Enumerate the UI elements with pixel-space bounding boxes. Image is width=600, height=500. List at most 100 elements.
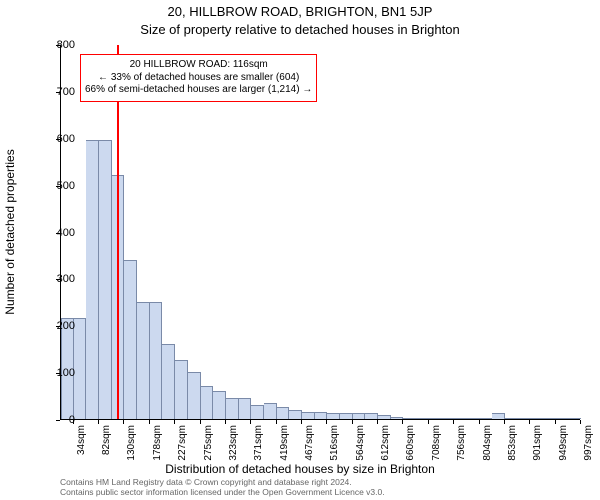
y-tick-mark (56, 420, 60, 421)
x-tick-label: 756sqm (456, 425, 467, 461)
y-tick-label: 600 (35, 133, 75, 145)
histogram-bar (492, 413, 505, 419)
histogram-bar (365, 413, 378, 419)
x-tick-mark (98, 420, 99, 424)
copyright-notice: Contains HM Land Registry data © Crown c… (60, 478, 385, 498)
y-tick-mark (56, 373, 60, 374)
histogram-bar (353, 413, 366, 419)
x-tick-label: 419sqm (279, 425, 290, 461)
x-tick-label: 34sqm (76, 425, 87, 455)
infobox-line1: 20 HILLBROW ROAD: 116sqm (85, 59, 312, 72)
x-tick-label: 130sqm (126, 425, 137, 461)
y-tick-label: 500 (35, 180, 75, 192)
x-tick-label: 612sqm (380, 425, 391, 461)
x-tick-label: 997sqm (583, 425, 594, 461)
x-tick-label: 178sqm (152, 425, 163, 461)
y-tick-label: 800 (35, 39, 75, 51)
histogram-bar (454, 418, 467, 419)
x-tick-mark (149, 420, 150, 424)
histogram-bar (264, 403, 277, 419)
x-tick-mark (529, 420, 530, 424)
x-tick-mark (453, 420, 454, 424)
y-tick-label: 300 (35, 273, 75, 285)
x-tick-mark (123, 420, 124, 424)
infobox-line3: 66% of semi-detached houses are larger (… (85, 84, 312, 97)
y-tick-mark (56, 45, 60, 46)
histogram-bar (327, 413, 340, 419)
x-tick-mark (200, 420, 201, 424)
x-tick-label: 949sqm (558, 425, 569, 461)
x-tick-mark (73, 420, 74, 424)
page-subtitle: Size of property relative to detached ho… (0, 22, 600, 37)
infobox-line2: ← 33% of detached houses are smaller (60… (85, 72, 312, 85)
x-tick-mark (555, 420, 556, 424)
histogram-bar (99, 140, 112, 419)
x-tick-label: 901sqm (532, 425, 543, 461)
x-tick-label: 660sqm (405, 425, 416, 461)
y-tick-mark (56, 279, 60, 280)
histogram-bar (239, 398, 252, 419)
histogram-bar (162, 344, 175, 419)
y-tick-mark (56, 186, 60, 187)
y-tick-label: 400 (35, 227, 75, 239)
histogram-bar (226, 398, 239, 419)
x-tick-label: 516sqm (329, 425, 340, 461)
histogram-bar (429, 418, 442, 419)
x-tick-label: 853sqm (507, 425, 518, 461)
histogram-bar (505, 418, 518, 419)
x-tick-mark (225, 420, 226, 424)
histogram-bar (378, 415, 391, 419)
y-tick-mark (56, 139, 60, 140)
x-tick-mark (377, 420, 378, 424)
histogram-bar (302, 412, 315, 419)
histogram-bar (137, 302, 150, 419)
histogram-bar (74, 318, 87, 419)
chart-container: 20, HILLBROW ROAD, BRIGHTON, BN1 5JP Siz… (0, 0, 600, 500)
histogram-bar (277, 407, 290, 419)
y-tick-label: 700 (35, 86, 75, 98)
x-tick-label: 323sqm (228, 425, 239, 461)
y-tick-mark (56, 233, 60, 234)
x-tick-mark (276, 420, 277, 424)
x-tick-label: 804sqm (482, 425, 493, 461)
x-tick-label: 708sqm (431, 425, 442, 461)
histogram-bar (543, 418, 556, 419)
histogram-bar (201, 386, 214, 419)
histogram-bar (416, 418, 429, 419)
histogram-bar (391, 417, 404, 419)
x-tick-label: 371sqm (253, 425, 264, 461)
x-tick-mark (174, 420, 175, 424)
y-tick-label: 100 (35, 367, 75, 379)
histogram-bar (480, 418, 493, 419)
histogram-bar (315, 412, 328, 419)
x-tick-mark (301, 420, 302, 424)
copyright-line2: Contains public sector information licen… (60, 488, 385, 498)
x-axis-label: Distribution of detached houses by size … (0, 462, 600, 476)
histogram-bar (188, 372, 201, 419)
x-tick-mark (580, 420, 581, 424)
histogram-bar (403, 418, 416, 419)
x-tick-mark (352, 420, 353, 424)
y-tick-label: 200 (35, 320, 75, 332)
histogram-bar (175, 360, 188, 419)
y-tick-mark (56, 326, 60, 327)
info-box: 20 HILLBROW ROAD: 116sqm ← 33% of detach… (80, 54, 317, 102)
histogram-bar (289, 410, 302, 419)
x-tick-mark (326, 420, 327, 424)
histogram-bar (340, 413, 353, 419)
x-tick-mark (504, 420, 505, 424)
y-tick-mark (56, 92, 60, 93)
histogram-bar (124, 260, 137, 419)
histogram-bar (530, 418, 543, 419)
x-tick-label: 275sqm (203, 425, 214, 461)
x-tick-label: 82sqm (101, 425, 112, 455)
histogram-bar (213, 391, 226, 419)
histogram-bar (518, 418, 531, 419)
histogram-bar (467, 418, 480, 419)
histogram-bar (150, 302, 163, 419)
page-title: 20, HILLBROW ROAD, BRIGHTON, BN1 5JP (0, 4, 600, 19)
y-tick-label: 0 (35, 414, 75, 426)
x-tick-label: 467sqm (304, 425, 315, 461)
x-tick-label: 227sqm (177, 425, 188, 461)
histogram-bar (251, 405, 264, 419)
